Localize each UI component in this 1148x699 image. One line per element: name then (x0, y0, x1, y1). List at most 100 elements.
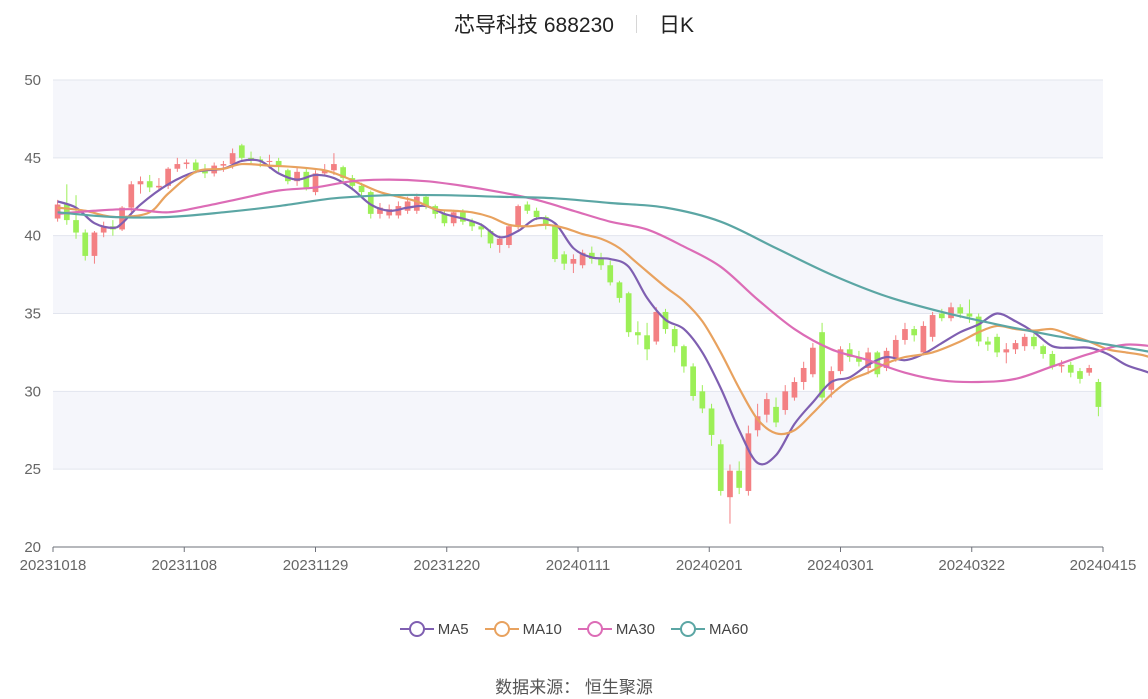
band (53, 391, 1103, 470)
candle-body (192, 162, 199, 171)
candle (294, 167, 300, 186)
x-tick-label: 20231018 (20, 557, 87, 574)
candle (791, 377, 798, 401)
candle (699, 385, 706, 414)
candle (717, 439, 724, 496)
candle (128, 181, 135, 213)
candle (377, 202, 383, 219)
candle-body (883, 350, 890, 368)
legend-item-ma5[interactable]: MA5 (399, 620, 469, 638)
candle-body (367, 192, 374, 214)
candle (220, 160, 227, 172)
chart-header: 芯导科技 688230 日K (0, 8, 1148, 40)
candle-body (1077, 371, 1083, 379)
candle-body (340, 167, 346, 179)
candle-body (579, 252, 586, 266)
candle (644, 322, 650, 361)
x-tick-label: 20231129 (283, 557, 349, 574)
candle-body (1040, 346, 1046, 354)
x-tick-label: 20240322 (938, 557, 1005, 574)
candle-body (837, 349, 844, 372)
candle-body (671, 329, 678, 347)
legend-circle-icon (671, 621, 706, 637)
candle (570, 254, 577, 274)
candle-body (644, 335, 650, 350)
ma-line-ma10 (57, 162, 1148, 436)
candle-body (699, 391, 706, 409)
candle-body (552, 224, 558, 260)
legend-item-ma60[interactable]: MA60 (671, 620, 748, 638)
candle-body (754, 416, 761, 431)
candle (625, 291, 632, 337)
candle-body (791, 381, 798, 398)
candle (1040, 344, 1046, 359)
band (53, 80, 1103, 158)
candles (54, 143, 1102, 524)
y-tick-label: 30 (24, 383, 41, 400)
candle (1031, 333, 1037, 350)
candle (1077, 367, 1083, 384)
candle-body (607, 265, 614, 283)
candle-body (1095, 381, 1102, 407)
candle-body (82, 232, 89, 256)
x-tick-label: 20240111 (546, 557, 611, 574)
y-tick-label: 35 (24, 306, 41, 323)
candle (782, 385, 789, 415)
candle (837, 346, 844, 375)
ma-line-ma5 (57, 158, 1148, 466)
candle-body (331, 164, 337, 171)
candle-body (285, 170, 291, 182)
candle-body (1021, 336, 1028, 347)
candle-body (570, 259, 577, 264)
legend-item-ma10[interactable]: MA10 (484, 620, 562, 638)
chart-title: 芯导科技 688230 (454, 14, 614, 37)
y-tick-label: 40 (24, 228, 41, 245)
candle-body (413, 196, 420, 211)
candle-body (846, 349, 853, 358)
candle (1095, 378, 1102, 417)
candle (1067, 361, 1074, 378)
candle (800, 361, 807, 390)
candle-body (625, 293, 632, 333)
candle (708, 403, 715, 446)
candle-body (238, 145, 245, 158)
candle-body (386, 209, 393, 216)
candle (146, 174, 153, 193)
candle (1086, 364, 1093, 376)
header-separator (635, 15, 637, 33)
candle (248, 151, 254, 165)
candle (846, 343, 853, 362)
candle-body (303, 171, 310, 188)
y-tick-label: 25 (24, 461, 41, 478)
candle (929, 311, 936, 342)
candle (561, 251, 568, 270)
candle-body (524, 204, 531, 211)
candle (524, 201, 531, 214)
legend-item-ma30[interactable]: MA30 (577, 620, 656, 638)
candle (819, 322, 825, 401)
candle-body (635, 332, 641, 336)
candle-body (745, 433, 752, 491)
candle (552, 223, 558, 263)
candle (920, 321, 927, 356)
candle-body (165, 168, 171, 186)
y-tick-label: 50 (24, 72, 41, 89)
candle (911, 325, 918, 342)
candle (653, 307, 660, 345)
x-tick-label: 20240301 (807, 557, 874, 574)
candle (810, 343, 816, 378)
candle (91, 230, 98, 264)
candle-body (948, 307, 954, 319)
legend-label: MA30 (615, 620, 656, 638)
legend-label: MA10 (522, 620, 562, 638)
candle-body (653, 311, 660, 342)
x-axis: 20231018 20231108 20231129 20231220 20240111… (20, 546, 1136, 574)
candle (496, 235, 503, 253)
candle-body (819, 332, 825, 398)
candle-body (966, 313, 973, 317)
candle (275, 157, 282, 172)
candle-body (469, 221, 475, 227)
candle-body (1067, 364, 1074, 373)
candle-body (856, 357, 862, 362)
candle (1012, 339, 1019, 354)
